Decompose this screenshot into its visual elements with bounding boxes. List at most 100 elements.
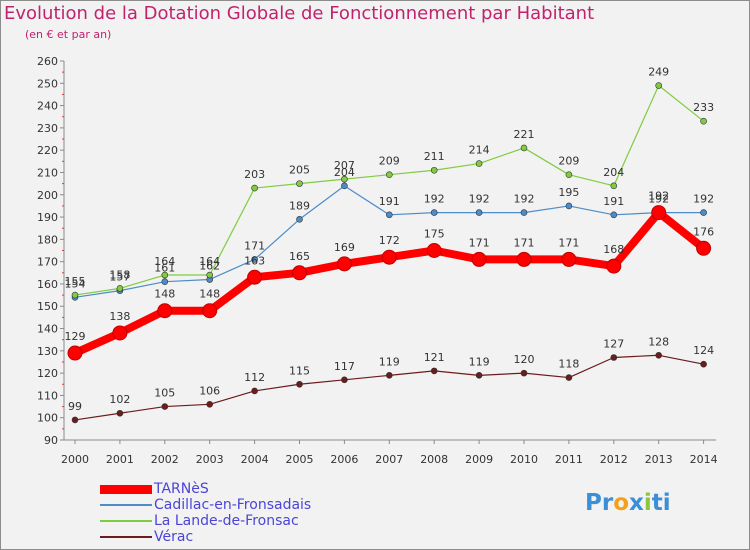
data-label: 192: [693, 193, 714, 206]
x-tick-label: 2005: [286, 453, 314, 466]
data-label: 163: [244, 254, 265, 267]
logo-letter: o: [613, 490, 630, 516]
data-label: 148: [154, 288, 175, 301]
data-point: [385, 171, 393, 178]
y-tick-label: 120: [37, 367, 58, 380]
logo-letter: ti: [651, 490, 671, 516]
data-point: [475, 372, 483, 379]
x-tick-label: 2011: [555, 453, 583, 466]
data-label: 161: [154, 262, 175, 275]
data-label: 105: [154, 387, 175, 400]
data-point: [475, 160, 483, 167]
y-tick-label: 160: [37, 278, 58, 291]
data-label: 192: [469, 193, 490, 206]
data-point: [251, 184, 258, 192]
y-tick-label: 150: [37, 300, 58, 313]
legend-swatch: [100, 484, 152, 494]
data-label: 209: [558, 155, 579, 168]
data-point: [71, 291, 79, 299]
data-label: 106: [199, 384, 220, 397]
data-point: [565, 171, 573, 178]
data-label: 204: [603, 166, 624, 179]
data-point: [700, 209, 707, 216]
data-point: [696, 240, 712, 256]
data-label: 233: [693, 101, 714, 114]
legend-item: Vérac: [100, 529, 360, 545]
data-point: [67, 345, 83, 361]
data-point: [157, 303, 173, 319]
data-label: 203: [244, 168, 265, 181]
y-tick-label: 90: [44, 434, 58, 447]
legend-item: TARNèS: [100, 481, 360, 497]
data-point: [606, 258, 622, 274]
proxiti-logo: Proxiti: [585, 490, 671, 516]
data-label: 205: [289, 164, 310, 177]
data-label: 214: [469, 144, 490, 157]
series-v-rac: [71, 351, 707, 424]
data-label: 99: [68, 400, 82, 413]
y-tick-label: 130: [37, 345, 58, 358]
x-tick-label: 2009: [465, 453, 493, 466]
data-point: [247, 269, 263, 285]
series-layer: [67, 82, 712, 424]
x-tick-label: 2007: [375, 453, 403, 466]
data-point: [520, 144, 528, 152]
data-label: 209: [379, 155, 400, 168]
data-label: 164: [154, 255, 175, 268]
chart-title: Evolution de la Dotation Globale de Fonc…: [4, 3, 595, 24]
data-point: [610, 211, 618, 219]
data-label: 119: [379, 355, 400, 368]
y-tick-label: 190: [37, 211, 58, 224]
data-label: 129: [65, 330, 86, 343]
series-tarn-s: [67, 205, 712, 361]
data-label: 175: [424, 228, 445, 241]
data-label: 155: [65, 275, 86, 288]
y-tick-label: 220: [37, 144, 58, 157]
data-label: 172: [379, 234, 400, 247]
y-tick-label: 110: [37, 389, 58, 402]
data-point: [381, 249, 397, 265]
data-label: 164: [199, 255, 220, 268]
data-point: [516, 251, 532, 267]
data-point: [112, 325, 128, 341]
logo-letter: i: [643, 490, 652, 516]
legend-item: La Lande-de-Fronsac: [100, 513, 360, 529]
y-tick-label: 170: [37, 256, 58, 269]
logo-letter: x: [629, 490, 644, 516]
data-point: [565, 202, 573, 210]
y-tick-label: 210: [37, 166, 58, 179]
data-label: 112: [244, 371, 265, 384]
x-tick-label: 2008: [420, 453, 448, 466]
data-label: 119: [469, 355, 490, 368]
axes: 9010011012013014015016017018019020021022…: [37, 55, 718, 466]
x-tick-label: 2000: [61, 453, 89, 466]
legend-label: La Lande-de-Fronsac: [154, 513, 299, 529]
data-label: 171: [469, 236, 490, 249]
data-label: 195: [558, 186, 579, 199]
data-point: [700, 360, 707, 368]
legend-label: Vérac: [154, 529, 194, 545]
data-label: 127: [603, 338, 624, 351]
legend-swatch: [100, 520, 152, 522]
data-label: 171: [558, 236, 579, 249]
data-point: [206, 271, 213, 279]
data-point: [565, 374, 573, 381]
data-point: [341, 182, 348, 190]
data-point: [71, 416, 79, 424]
data-label: 154: [65, 277, 86, 290]
data-label: 138: [109, 310, 130, 323]
x-tick-label: 2004: [241, 453, 269, 466]
y-tick-label: 200: [37, 189, 58, 202]
legend-label: Cadillac-en-Fronsadais: [154, 497, 312, 513]
data-point: [426, 243, 442, 258]
x-tick-label: 2002: [151, 453, 179, 466]
y-tick-label: 140: [37, 323, 58, 336]
data-point: [700, 117, 707, 125]
data-label: 207: [334, 159, 355, 172]
x-tick-label: 2006: [330, 453, 358, 466]
data-label: 115: [289, 364, 310, 377]
data-point: [116, 409, 124, 417]
data-point: [161, 278, 169, 286]
